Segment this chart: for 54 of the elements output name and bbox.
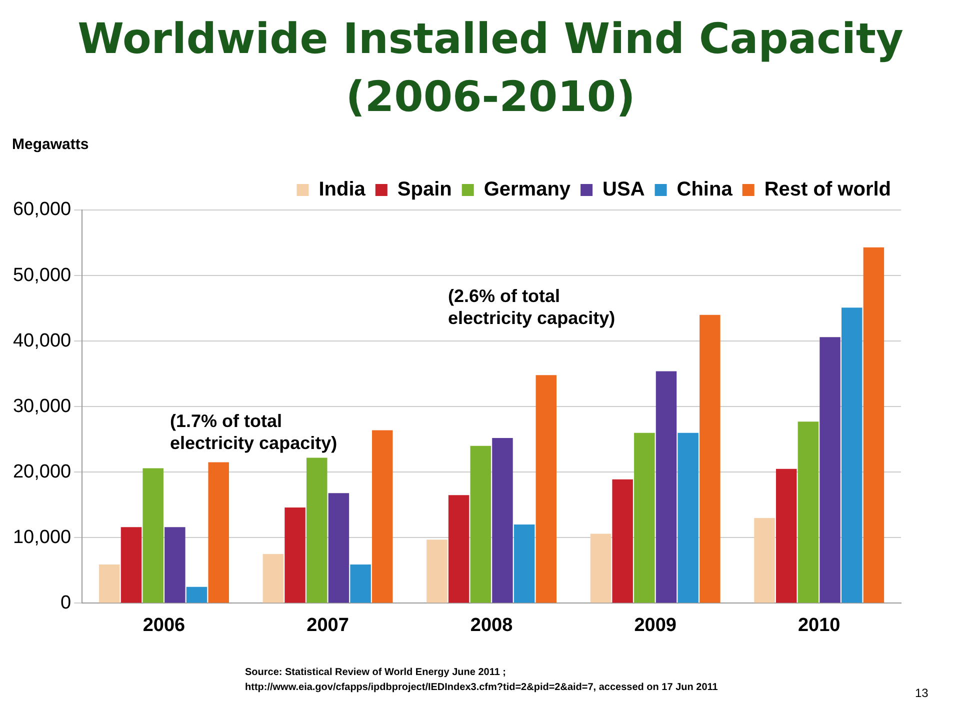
bar	[164, 527, 186, 603]
y-tick-label: 40,000	[12, 330, 72, 352]
bar	[350, 564, 371, 603]
bar	[492, 438, 513, 603]
x-tick-label: 2006	[142, 614, 186, 636]
bar	[284, 508, 306, 603]
bar	[306, 458, 328, 603]
x-tick-label: 2007	[306, 614, 349, 636]
bar	[448, 495, 470, 603]
legend-label: China	[676, 178, 734, 201]
bar	[754, 518, 775, 603]
bar	[262, 554, 284, 603]
bar	[656, 371, 677, 603]
y-tick-label: 0	[60, 592, 72, 614]
legend-label: Spain	[397, 178, 452, 201]
chart-title: Worldwide Installed Wind Capacity (2006-2010)	[76, 13, 904, 123]
bar	[142, 468, 164, 603]
y-tick-label: 10,000	[12, 526, 72, 548]
y-axis-title: Megawatts	[12, 136, 89, 153]
y-tick-label: 30,000	[12, 396, 72, 417]
bar	[776, 468, 797, 603]
bar	[700, 314, 720, 603]
bar	[536, 375, 557, 603]
x-tick-label: 2010	[798, 614, 840, 636]
annotation: (2.6% of total electricity capacity)	[448, 285, 616, 329]
legend-label: Rest of world	[764, 178, 891, 201]
x-tick-label: 2008	[470, 614, 513, 636]
bar	[612, 479, 633, 603]
bar	[841, 308, 862, 603]
bar	[590, 534, 612, 603]
legend-label: USA	[602, 178, 645, 201]
bar	[186, 586, 208, 603]
y-tick-label: 60,000	[12, 199, 72, 220]
bar	[470, 446, 492, 603]
legend-label: India	[318, 178, 366, 201]
bar	[863, 247, 884, 603]
annotation: (1.7% of total electricity capacity)	[170, 410, 338, 454]
bar	[798, 422, 819, 603]
bar	[99, 564, 120, 603]
legend-label: Germany	[484, 178, 572, 201]
bar	[120, 527, 142, 603]
bar	[514, 524, 535, 603]
bar	[678, 432, 698, 603]
source-note: Source: Statistical Review of World Energy June 2011 ; http://www.eia.gov/cfapps/ipdbproject/IEDIndex3.cfm?tid=2&pid=2&aid=7, accessed on 17 Jun 2011	[245, 665, 718, 695]
text: 13	[915, 682, 928, 704]
bar	[208, 462, 229, 603]
x-tick-label: 2009	[634, 614, 676, 636]
bar	[634, 432, 655, 603]
bar	[426, 540, 448, 603]
bar	[820, 337, 840, 603]
bar	[328, 493, 350, 603]
bar	[372, 430, 393, 603]
y-tick-label: 50,000	[12, 264, 72, 286]
y-tick-label: 20,000	[12, 461, 72, 482]
